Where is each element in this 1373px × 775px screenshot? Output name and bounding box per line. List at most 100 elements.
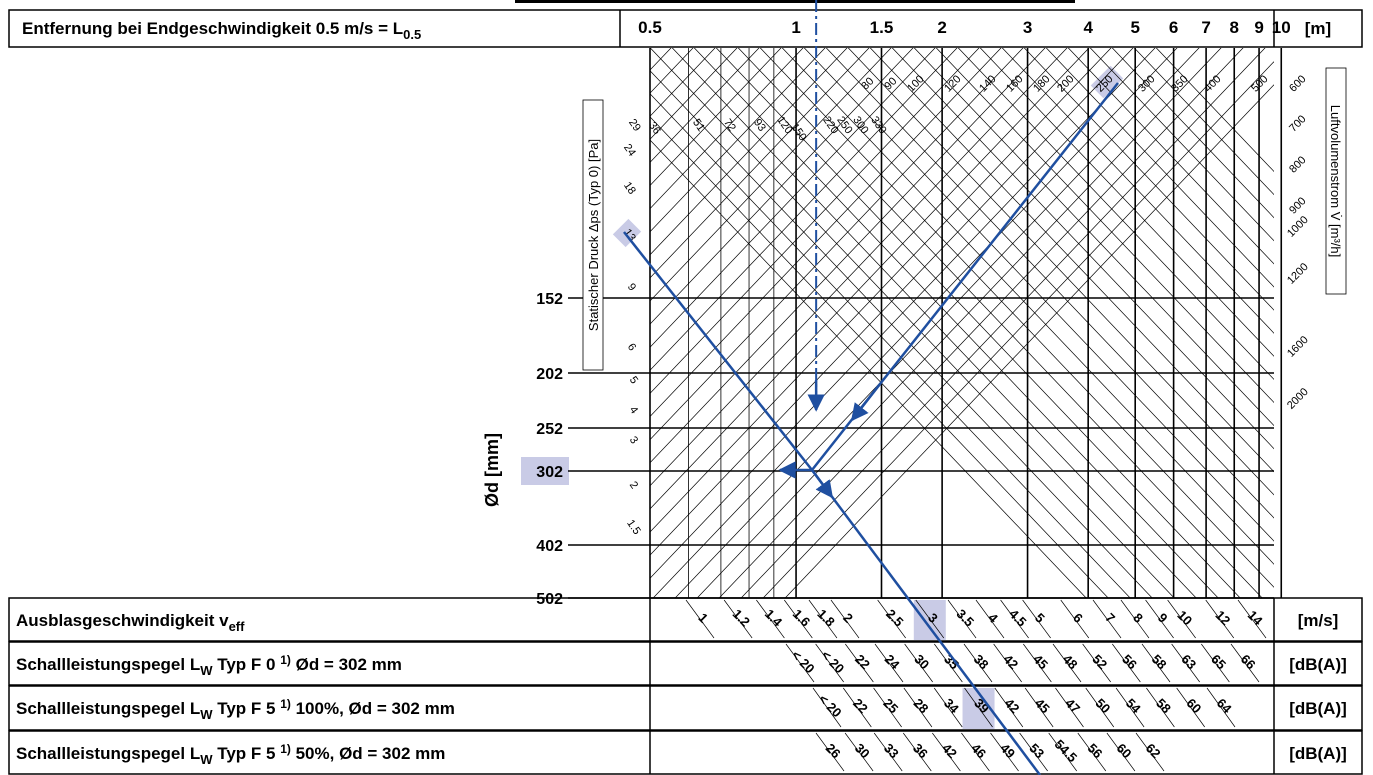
bottom-row-label: Ausblasgeschwindigkeit veff — [16, 611, 245, 634]
vertical-grid — [649, 48, 1283, 599]
bottom-row-value: 1.6 — [790, 606, 813, 629]
bottom-row-box — [8, 730, 1363, 775]
grid-diagonal-down — [847, 48, 1274, 496]
bottom-row-value: 56 — [1085, 740, 1106, 761]
example-pressure-line — [623, 231, 813, 471]
bottom-row-label-part: 100%, Ød = 302 mm — [291, 699, 455, 718]
bottom-row-value: 1.4 — [762, 606, 786, 630]
bottom-row-value: 47 — [1062, 695, 1083, 716]
pressure-tick-label: 250 — [834, 114, 854, 136]
bottom-row-tick — [1115, 687, 1145, 728]
bottom-rows: Ausblasgeschwindigkeit veff [m/s]1 1.2 1.4 1… — [8, 597, 1363, 775]
diameter-highlight — [521, 457, 569, 485]
pressure-highlight — [612, 218, 642, 248]
bottom-row-label-part: Schallleistungspegel L — [16, 655, 200, 674]
grid-diagonal-up — [650, 48, 694, 94]
bottom-row-tick — [1201, 643, 1230, 683]
bottom-row-tick — [1120, 599, 1150, 639]
bottom-row-label-part: Typ F 5 — [213, 744, 281, 763]
pressure-tick-label: 1.5 — [624, 518, 643, 537]
bottom-row-box — [8, 641, 1363, 686]
bottom-row-tick — [685, 599, 715, 639]
pressure-tick-label: 93 — [751, 117, 768, 134]
bottom-row-tick — [1145, 599, 1174, 639]
bottom-row-label-part: 50%, Ød = 302 mm — [291, 744, 446, 763]
example-velocity-arrow — [810, 469, 834, 499]
grid-diagonal-down — [671, 48, 1197, 598]
bottom-row-tick — [808, 599, 838, 639]
bottom-row-value: 50 — [1093, 695, 1114, 716]
flow-tick-label: 80 — [859, 75, 876, 92]
grid-diagonal-up — [650, 48, 1024, 441]
bottom-row-value: 45 — [1030, 651, 1051, 672]
flow-tick-label: 1200 — [1285, 261, 1311, 287]
bottom-row-tick — [1205, 599, 1235, 639]
grid-diagonal-down — [650, 116, 1109, 598]
bottom-row-value: 54 — [1123, 695, 1144, 716]
bottom-row-tick — [1206, 687, 1236, 728]
pressure-tick-label: 24 — [621, 142, 638, 159]
bottom-row-value: 60 — [1183, 695, 1204, 716]
grid-diagonal-up — [650, 48, 892, 302]
top-axis-tick-label: 1.5 — [870, 18, 894, 37]
bottom-row-label: Schallleistungspegel LW Typ F 0 1) Ød = … — [16, 653, 402, 678]
example-flow-arrow — [850, 383, 881, 422]
pressure-tick-label: 3 — [627, 434, 640, 446]
bottom-row-label-part: 1) — [280, 653, 291, 667]
pressure-tick-label: 9 — [625, 281, 638, 293]
bottom-row-value: 58 — [1153, 695, 1174, 716]
bottom-row-value: 2.5 — [883, 606, 906, 629]
bottom-row-tick — [1085, 687, 1115, 728]
bottom-row-value: 64 — [1214, 695, 1235, 716]
grid-diagonal-up — [674, 48, 1200, 598]
grid-diagonal-up — [652, 48, 1178, 598]
bottom-row-value: 25 — [880, 695, 901, 716]
bottom-row-value: 56 — [1119, 651, 1140, 672]
grid-diagonal-down — [891, 48, 1274, 450]
grid-diagonal-down — [1001, 48, 1274, 334]
grid-diagonal-up — [696, 48, 1222, 598]
bottom-row-tick — [902, 732, 932, 772]
bottom-row-label-part: Schallleistungspegel L — [16, 699, 200, 718]
bottom-row-tick — [1171, 643, 1200, 683]
bottom-row-value: 30 — [852, 740, 873, 761]
grid-diagonal-down — [759, 48, 1274, 588]
grid-diagonal-up — [650, 48, 914, 325]
grid-diagonal-up — [650, 48, 1090, 510]
grid-diagonal-down — [693, 48, 1219, 598]
grid-diagonal-down — [1023, 48, 1274, 311]
grid-diagonal-down — [957, 48, 1274, 380]
bottom-row-value: < 20 — [818, 647, 847, 676]
flow-tick-label: 1600 — [1285, 334, 1311, 360]
bottom-row-tick — [1176, 687, 1205, 728]
grid-diagonal-up — [650, 48, 826, 233]
bottom-row-value: 52 — [1089, 651, 1110, 672]
bottom-row-tick — [815, 732, 845, 772]
pressure-tick-label: 13 — [621, 227, 638, 244]
top-axis-tick-label: 2 — [937, 18, 946, 37]
bottom-row-label-part: Typ F 5 — [213, 699, 281, 718]
bottom-row-tick — [756, 599, 785, 639]
bottom-row-value: 45 — [1032, 695, 1053, 716]
flow-tick-label: 800 — [1287, 154, 1308, 175]
bottom-row-tick — [785, 643, 815, 683]
grid-diagonal-down — [1111, 48, 1274, 219]
pressure-axis-title: Statischer Druck Δps (Typ 0) [Pa] — [582, 99, 604, 371]
grid-diagonal-down — [1133, 48, 1274, 196]
grid-diagonal-up — [650, 48, 980, 394]
top-axis-header: Entfernung bei Endgeschwindigkeit 0.5 m/… — [8, 0, 1363, 48]
grid-diagonal-up — [650, 48, 672, 71]
diameter-tick-label: 202 — [536, 366, 563, 383]
bottom-row-value: 33 — [881, 740, 902, 761]
top-axis-tick-label: 10 — [1272, 18, 1291, 37]
bottom-row-value: 28 — [911, 695, 932, 716]
bottom-row-tick — [1077, 732, 1107, 772]
bottom-row-value: 58 — [1149, 651, 1170, 672]
grid-diagonal-up — [650, 48, 958, 371]
flow-tick-label: 180 — [1031, 73, 1052, 94]
top-axis-label: Entfernung bei Endgeschwindigkeit 0.5 m/… — [22, 19, 421, 42]
grid-diagonal-up — [718, 48, 1244, 598]
bottom-row-value: 12 — [1213, 607, 1234, 628]
